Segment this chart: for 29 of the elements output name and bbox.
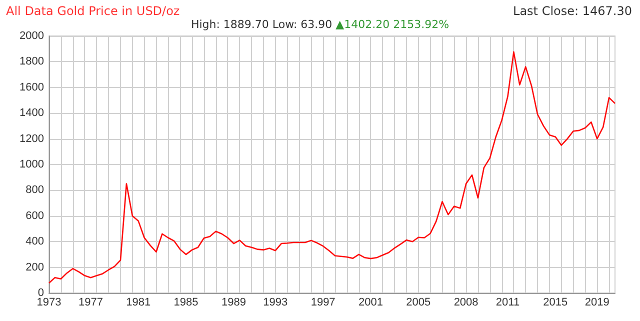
chart-title: All Data Gold Price in USD/oz <box>6 4 180 18</box>
x-tick-label: 1985 <box>174 296 198 308</box>
y-tick-label: 200 <box>26 261 44 274</box>
text: ▲1402.20 2153.92% <box>336 18 450 31</box>
y-tick-label: 0 <box>38 287 44 299</box>
x-tick-label: 1981 <box>126 296 151 308</box>
x-tick-label: 2008 <box>454 296 478 308</box>
text: Last Close: 1467.30 <box>513 4 632 18</box>
chart-subtitle: High: 1889.70 Low: 63.90 <box>190 18 332 31</box>
y-tick-label: 1400 <box>20 107 44 120</box>
y-tick-label: 1600 <box>20 81 44 94</box>
y-tick-label: 1000 <box>20 158 44 170</box>
line-series <box>48 51 616 284</box>
x-tick-label: 1977 <box>78 296 103 308</box>
y-tick-label: 600 <box>26 210 44 222</box>
x-tick-label: 1997 <box>310 296 336 308</box>
y-tick-label: 1800 <box>20 56 44 68</box>
x-tick-label: 2019 <box>584 296 610 308</box>
x-tick-label: 2005 <box>406 296 431 308</box>
x-tick-label: 1993 <box>263 296 288 308</box>
x-tick-label: 1989 <box>221 296 246 308</box>
y-tick-label: 400 <box>26 236 44 248</box>
x-tick-label: 2001 <box>358 296 383 308</box>
x-tick-label: 1973 <box>36 296 62 308</box>
x-tick-label: 2015 <box>543 296 568 308</box>
x-tick-label: 2011 <box>496 296 520 308</box>
y-tick-label: 2000 <box>20 30 44 42</box>
y-tick-label: 800 <box>26 184 44 196</box>
y-tick-label: 1200 <box>20 132 44 145</box>
